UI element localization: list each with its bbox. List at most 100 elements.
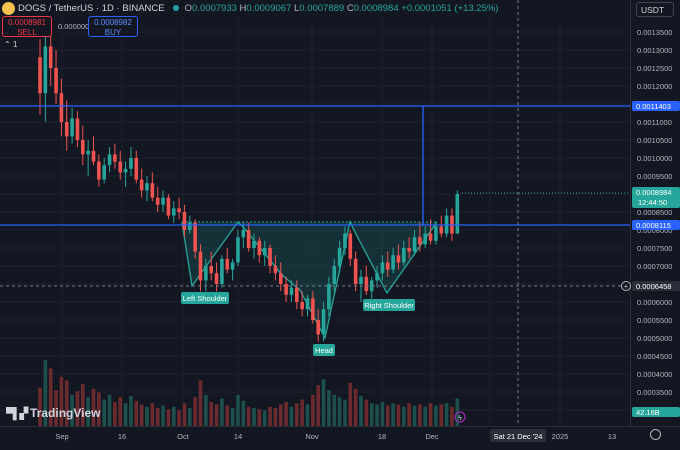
candle-body: [359, 277, 363, 284]
volume-bar: [140, 404, 144, 426]
volume-bar: [242, 401, 246, 426]
volume-bar: [236, 395, 240, 426]
symbol-title[interactable]: DOGS / TetherUS · 1D · BINANCE: [18, 3, 165, 14]
volume-bar: [391, 403, 395, 426]
candle-body: [124, 169, 128, 173]
price-tick: 0.0004500: [637, 352, 672, 361]
candle-body: [306, 298, 310, 309]
candle-body: [204, 266, 208, 280]
volume-bars: [38, 360, 459, 426]
candle-body: [54, 68, 58, 93]
candle-body: [311, 298, 315, 320]
price-tick: 0.0009500: [637, 172, 672, 181]
volume-bar: [370, 403, 374, 426]
candle: [439, 216, 443, 238]
svg-text:+: +: [624, 282, 629, 291]
volume-bar: [434, 406, 438, 426]
price-tick: 0.0004000: [637, 370, 672, 379]
volume-bar: [247, 407, 251, 426]
time-tick: Dec: [425, 432, 439, 441]
candle: [108, 147, 112, 172]
candle: [349, 230, 353, 266]
head-label: Head: [313, 344, 335, 356]
candle-body: [327, 284, 331, 309]
candle: [268, 244, 272, 273]
time-tick: Oct: [177, 432, 190, 441]
candle-body: [375, 273, 379, 280]
settings-icon[interactable]: [650, 429, 661, 440]
candle-body: [386, 262, 390, 269]
buy-label: BUY: [89, 28, 137, 38]
candle-body: [456, 194, 460, 234]
volume-bar: [274, 408, 278, 426]
volume-bar: [258, 409, 262, 426]
price-tick: 0.0008500: [637, 208, 672, 217]
candle-body: [44, 46, 48, 93]
volume-bar: [225, 406, 229, 426]
price-tick: 0.0007000: [637, 262, 672, 271]
buy-price: 0.0008982: [89, 18, 137, 28]
candle: [54, 50, 58, 104]
volume-bar: [209, 402, 213, 426]
symbol-header: DOGS / TetherUS · 1D · BINANCE O0.000793…: [0, 0, 498, 16]
candle-body: [429, 234, 433, 241]
volume-bar: [215, 404, 219, 426]
candle: [354, 252, 358, 292]
svg-text:0.0008984: 0.0008984: [636, 188, 671, 197]
dogs-coin-icon: [2, 2, 15, 15]
volume-bar: [413, 406, 417, 426]
candle-body: [172, 208, 176, 215]
crosshair-date-tag: Sat 21 Dec '24: [490, 429, 546, 442]
price-tick: 0.0010500: [637, 136, 672, 145]
time-tick: 13: [608, 432, 616, 441]
volume-bar: [108, 395, 112, 426]
volume-bar: [263, 410, 267, 426]
volume-bar: [188, 408, 192, 426]
candle-body: [199, 252, 203, 281]
candle: [135, 151, 139, 183]
time-tick: Nov: [305, 432, 319, 441]
candle-body: [38, 57, 42, 93]
volume-bar: [183, 403, 187, 426]
price-tick: 0.0005000: [637, 334, 672, 343]
candle-body: [140, 180, 144, 191]
left-shoulder-label: Left Shoulder: [181, 292, 229, 304]
candle: [102, 158, 106, 183]
sell-button[interactable]: 0.0008981 SELL: [2, 16, 52, 37]
candle-body: [423, 234, 427, 245]
neckline-price-tag: 0.0008115: [632, 220, 680, 230]
sell-label: SELL: [3, 28, 51, 38]
candle: [370, 277, 374, 299]
buy-button[interactable]: 0.0008982 BUY: [88, 16, 138, 37]
indicators-toggle[interactable]: ⌃ 1: [4, 40, 17, 49]
crosshair-price-tag: +0.0006458: [622, 281, 680, 291]
volume-bar: [332, 395, 336, 426]
candle: [225, 248, 229, 273]
candle-body: [279, 273, 283, 284]
volume-bar: [381, 402, 385, 426]
volume-bar: [295, 403, 299, 426]
volume-bar: [343, 400, 347, 426]
candle: [220, 255, 224, 287]
candle: [258, 237, 262, 262]
candle-body: [183, 212, 187, 230]
candle-body: [322, 309, 326, 334]
candle-body: [76, 118, 80, 140]
price-tick: 0.0012500: [637, 64, 672, 73]
svg-text:Right Shoulder: Right Shoulder: [364, 301, 414, 310]
currency-selector[interactable]: USDT: [636, 2, 674, 17]
candle-body: [300, 302, 304, 309]
candle-body: [65, 122, 69, 136]
volume-bar: [129, 396, 133, 426]
candle-body: [418, 237, 422, 244]
time-tick: 2025: [552, 432, 569, 441]
volume-bar: [167, 409, 171, 426]
volume-bar: [145, 407, 149, 426]
volume-bar: [135, 401, 139, 426]
volume-bar: [311, 395, 315, 426]
candle: [81, 126, 85, 166]
